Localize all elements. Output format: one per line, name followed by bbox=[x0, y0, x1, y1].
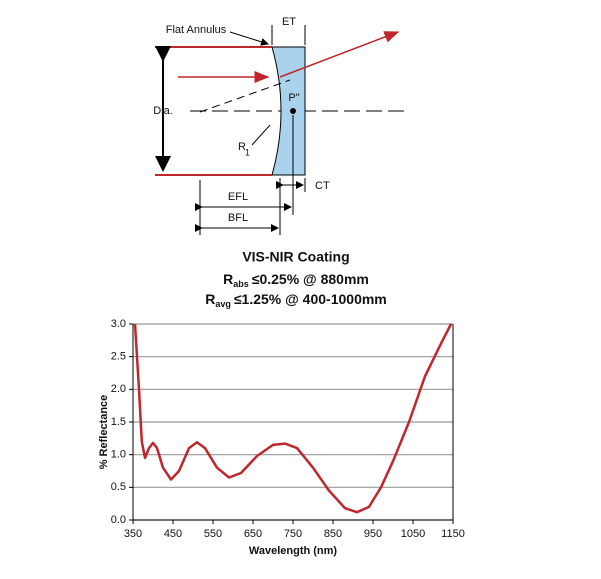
chart-title: VIS-NIR Coating bbox=[242, 249, 349, 265]
label: R bbox=[238, 141, 246, 153]
y-tick-label: 2.5 bbox=[111, 351, 126, 363]
y-tick-label: 3.0 bbox=[111, 318, 126, 330]
label: Dia. bbox=[153, 105, 173, 117]
lens bbox=[271, 46, 306, 176]
x-tick-label: 350 bbox=[124, 528, 142, 540]
y-tick-label: 1.5 bbox=[111, 416, 126, 428]
x-tick-label: 950 bbox=[364, 528, 382, 540]
x-tick-label: 550 bbox=[204, 528, 222, 540]
principal-point bbox=[290, 108, 296, 114]
subtitle-part: ≤1.25% @ 400-1000mm bbox=[234, 291, 387, 307]
y-tick-label: 2.0 bbox=[111, 383, 126, 395]
label: EFL bbox=[228, 191, 248, 203]
subtitle-part: R bbox=[205, 291, 215, 307]
line bbox=[133, 323, 453, 514]
y-tick-label: 0.5 bbox=[111, 481, 126, 493]
lens-diagram: Flat Annulus ET Dia. P" R 1 CT EFL BFL bbox=[153, 16, 405, 235]
ray bbox=[279, 31, 400, 78]
leader bbox=[251, 124, 271, 146]
chart-subtitle: Rabs ≤0.25% @ 880mm bbox=[223, 271, 369, 290]
x-tick-label: 1050 bbox=[401, 528, 425, 540]
label: P" bbox=[288, 92, 299, 104]
x-tick-label: 750 bbox=[284, 528, 302, 540]
x-axis-label: Wavelength (nm) bbox=[249, 545, 338, 557]
x-tick-label: 1150 bbox=[441, 528, 465, 540]
y-tick-label: 1.0 bbox=[111, 449, 126, 461]
label: 1 bbox=[245, 147, 250, 157]
label: BFL bbox=[228, 212, 248, 224]
x-tick-label: 450 bbox=[164, 528, 182, 540]
y-axis-label: % Reflectance bbox=[98, 395, 110, 470]
label: Flat Annulus bbox=[166, 24, 227, 36]
x-tick-label: 650 bbox=[244, 528, 262, 540]
leader bbox=[229, 31, 269, 46]
virtual-ray bbox=[199, 79, 291, 113]
x-tick-label: 850 bbox=[324, 528, 342, 540]
label: ET bbox=[282, 16, 296, 28]
subtitle-part: ≤0.25% @ 880mm bbox=[252, 271, 369, 287]
subscript: abs bbox=[233, 279, 249, 289]
label: CT bbox=[315, 180, 330, 192]
subscript: avg bbox=[215, 299, 231, 309]
subtitle-part: R bbox=[223, 271, 233, 287]
y-tick-label: 0.0 bbox=[111, 514, 126, 526]
chart-subtitle: Ravg ≤1.25% @ 400-1000mm bbox=[205, 291, 387, 310]
